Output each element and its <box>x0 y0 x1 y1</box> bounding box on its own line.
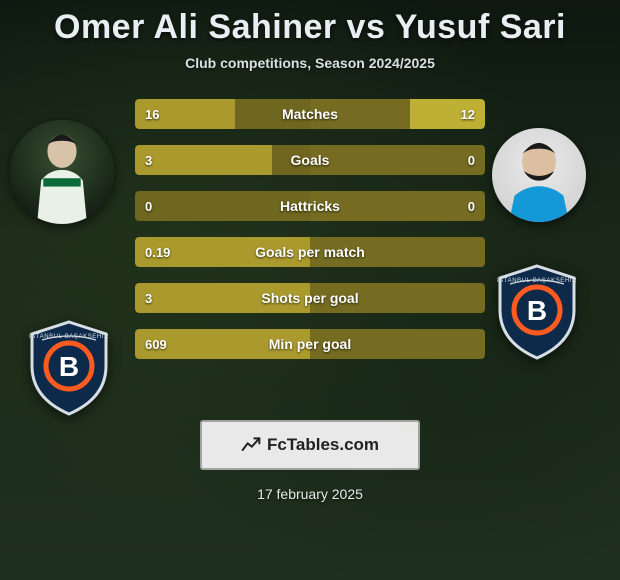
date-label: 17 february 2025 <box>0 486 620 502</box>
club-crest-left: B ISTANBUL BAŞAKŞEHİR <box>24 318 114 418</box>
shield-icon: B ISTANBUL BAŞAKŞEHİR <box>492 262 582 362</box>
stat-row: 0 Hattricks 0 <box>135 191 485 221</box>
stats-panel: 16 Matches 12 3 Goals 0 0 Hattricks 0 <box>135 99 485 359</box>
svg-text:ISTANBUL BAŞAKŞEHİR: ISTANBUL BAŞAKŞEHİR <box>497 277 577 284</box>
stat-value-right: 0 <box>468 191 475 221</box>
stat-value-right: 0 <box>468 145 475 175</box>
club-crest-right: B ISTANBUL BAŞAKŞEHİR <box>492 262 582 362</box>
player-silhouette-icon <box>10 120 114 224</box>
source-logo: FcTables.com <box>200 420 420 470</box>
subtitle: Club competitions, Season 2024/2025 <box>0 55 620 71</box>
player-silhouette-icon <box>492 128 586 222</box>
stat-value-left: 3 <box>145 145 152 175</box>
stat-value-left: 609 <box>145 329 167 359</box>
stat-value-left: 16 <box>145 99 159 129</box>
stat-row: 16 Matches 12 <box>135 99 485 129</box>
source-logo-text: FcTables.com <box>267 435 379 455</box>
stat-value-left: 3 <box>145 283 152 313</box>
shield-icon: B ISTANBUL BAŞAKŞEHİR <box>24 318 114 418</box>
svg-text:B: B <box>527 295 547 326</box>
player-left-avatar <box>10 120 114 224</box>
stat-value-left: 0.19 <box>145 237 170 267</box>
stat-row: 0.19 Goals per match <box>135 237 485 267</box>
chart-icon <box>241 435 261 455</box>
stat-row: 609 Min per goal <box>135 329 485 359</box>
stat-value-right: 12 <box>461 99 475 129</box>
svg-text:ISTANBUL BAŞAKŞEHİR: ISTANBUL BAŞAKŞEHİR <box>29 333 109 340</box>
page-title: Omer Ali Sahiner vs Yusuf Sari <box>0 0 620 47</box>
stat-row: 3 Shots per goal <box>135 283 485 313</box>
player-right-avatar <box>492 128 586 222</box>
svg-text:B: B <box>59 351 79 382</box>
stat-value-left: 0 <box>145 191 152 221</box>
stat-row: 3 Goals 0 <box>135 145 485 175</box>
